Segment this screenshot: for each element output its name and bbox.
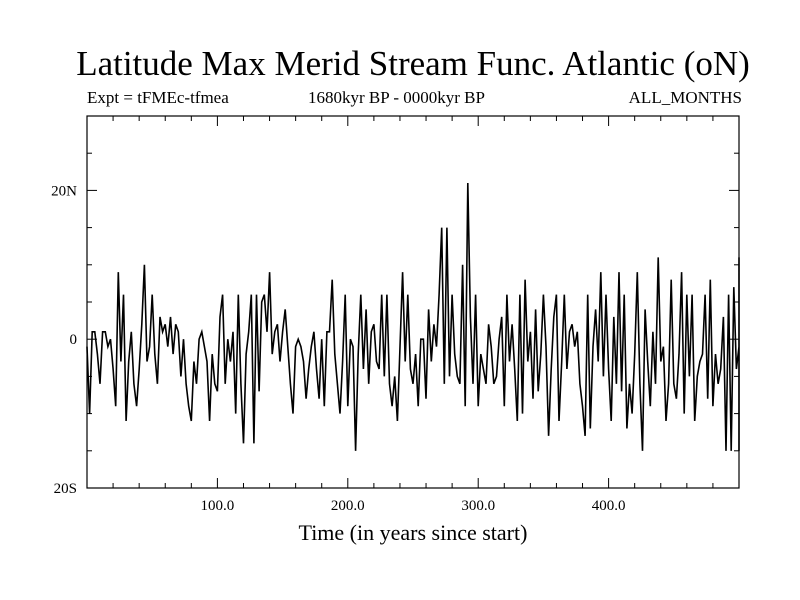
- months-label: ALL_MONTHS: [628, 88, 742, 107]
- y-tick-label: 0: [70, 332, 78, 348]
- x-axis-label: Time (in years since start): [298, 520, 528, 545]
- x-tick-label: 400.0: [592, 498, 626, 514]
- y-tick-label: 20S: [54, 481, 77, 497]
- x-tick-label: 200.0: [331, 498, 365, 514]
- experiment-label: Expt = tFMEc-tfmea: [87, 88, 229, 107]
- x-tick-label: 300.0: [461, 498, 495, 514]
- time-range-label: 1680kyr BP - 0000kyr BP: [308, 88, 485, 107]
- series-group: [86, 182, 740, 451]
- axis-ticks: [87, 116, 739, 488]
- series-line: [86, 182, 740, 451]
- y-tick-label: 20N: [51, 183, 77, 199]
- axis-tick-labels: 100.0 200.0 300.0 400.0 20S 0 20N: [51, 183, 625, 514]
- chart-title: Latitude Max Merid Stream Func. Atlantic…: [76, 44, 750, 83]
- x-tick-label: 100.0: [201, 498, 235, 514]
